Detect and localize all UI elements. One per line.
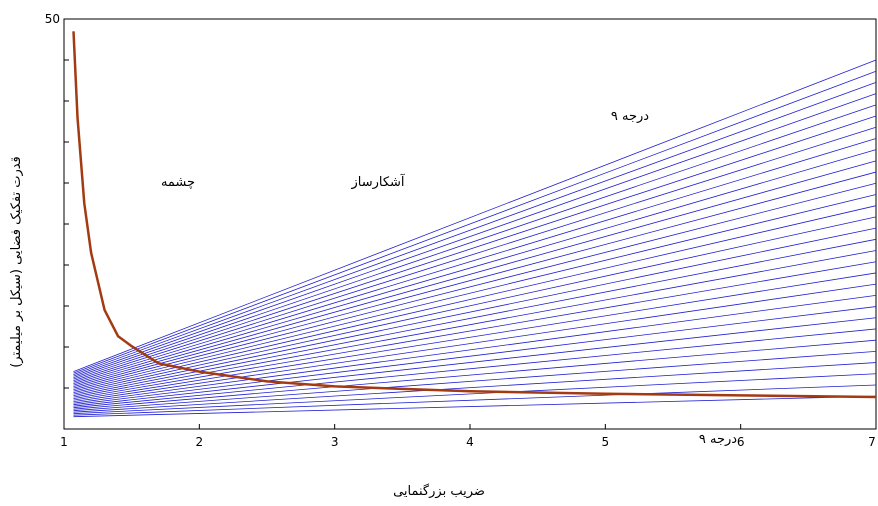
source-curve — [72, 31, 877, 399]
detector-line — [73, 395, 877, 418]
x-axis-title: ضریب بزرگنمایی — [393, 483, 485, 499]
x-tick-label: 3 — [331, 435, 339, 449]
x-tick-label: 1 — [60, 435, 68, 449]
detector-line — [73, 171, 877, 388]
detector-line — [73, 362, 877, 413]
detector-line — [73, 373, 877, 415]
detector-line — [73, 70, 877, 374]
detector-line — [73, 238, 877, 397]
detector-line — [73, 115, 877, 380]
x-tick-label: 5 — [602, 435, 610, 449]
y-axis-ticks: 50 — [45, 12, 69, 430]
x-tick-label: 6 — [737, 435, 745, 449]
x-axis-ticks: 1 2 3 4 5 6 7 — [60, 424, 877, 449]
detector-line — [73, 205, 877, 392]
detector-line — [73, 104, 877, 378]
y-axis-title: قدرت تفکیک فضایی (سیکل بر میلیمتر) — [9, 156, 24, 368]
detector-line — [73, 194, 877, 391]
detector-line — [73, 182, 877, 389]
detector-line — [73, 227, 877, 395]
annotation-9-degree-top: ۹ درجه — [611, 109, 649, 124]
x-tick-label: 7 — [868, 435, 876, 449]
detector-line — [73, 328, 877, 409]
detector-line — [73, 160, 877, 386]
x-tick-label: 4 — [466, 435, 474, 449]
x-tick-label: 2 — [196, 435, 204, 449]
detector-line — [73, 59, 877, 372]
annotation-source: چشمه — [161, 175, 195, 190]
detector-line — [73, 384, 877, 416]
detector-line — [73, 294, 877, 404]
detector-line — [73, 272, 877, 401]
detector-line — [73, 82, 877, 375]
detector-line — [73, 216, 877, 394]
detector-line — [73, 126, 877, 382]
source-curve-line — [72, 31, 877, 399]
detector-line — [73, 283, 877, 403]
detector-line — [73, 317, 877, 407]
detector-line — [73, 93, 877, 377]
annotation-detector: آشکارساز — [350, 173, 405, 190]
detector-line — [73, 350, 877, 412]
detector-line — [73, 149, 877, 385]
detector-line — [73, 306, 877, 406]
y-tick-label: 50 — [45, 12, 60, 26]
detector-line — [73, 138, 877, 383]
detector-line — [73, 339, 877, 410]
detector-line — [73, 261, 877, 400]
annotation-9-degree-bottom: ۹ درجه — [699, 432, 737, 447]
